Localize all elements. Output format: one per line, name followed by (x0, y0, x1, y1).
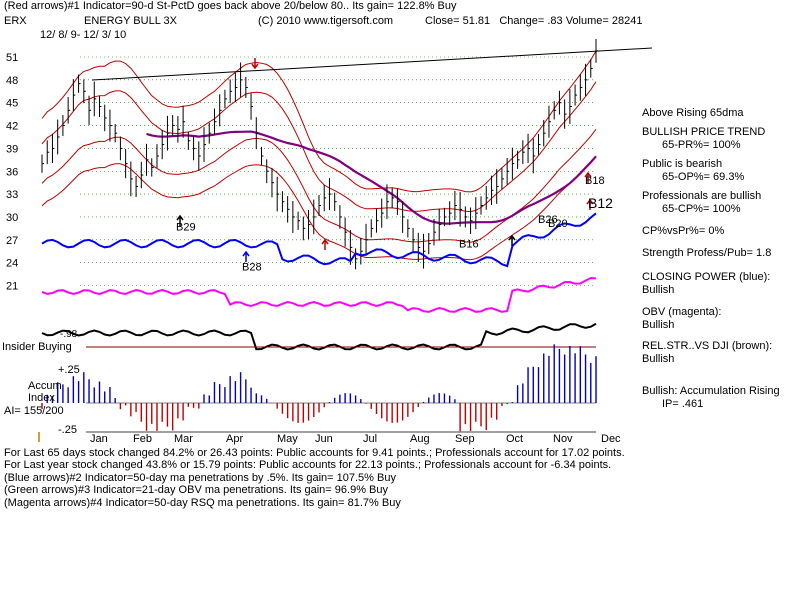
closing-power-title: CLOSING POWER (blue): (642, 271, 771, 283)
volume-label: Volume= (565, 15, 609, 27)
y-tick-label: 36 (6, 166, 18, 178)
op-value: 65-OP%= 69.3% (662, 171, 745, 183)
change-value: .83 (547, 15, 563, 27)
relstr-title: REL.STR..VS DJI (brown): (642, 340, 773, 352)
y-tick-label: 39 (6, 143, 18, 155)
trend-title: BULLISH PRICE TREND (642, 126, 766, 138)
index-label: Index (28, 392, 55, 404)
signal-b28: B28 (242, 261, 262, 273)
x-tick-label: Oct (506, 433, 523, 445)
accumulation-histogram (41, 344, 597, 432)
summary-last-year: For Last year stock changed 43.8% or 15.… (4, 459, 612, 472)
red-up-arrow (321, 238, 329, 250)
x-tick-label: Dec (601, 433, 621, 445)
ai-label: AI= 155/200 (4, 405, 64, 417)
lower-band-outer (41, 156, 597, 261)
indicator-4-text: (Magenta arrows)#4 Indicator=50-day RSQ … (4, 496, 401, 509)
close-label: Close= (425, 15, 460, 27)
above-ma-text: Above Rising 65dma (642, 107, 744, 119)
volume-value: 28241 (611, 15, 643, 27)
trading-bands (41, 50, 597, 261)
obv-title: OBV (magenta): (642, 306, 722, 318)
signal-b12: B12 (588, 195, 613, 211)
pr-value: 65-PR%= 100% (662, 139, 741, 151)
y-tick-label: 51 (6, 52, 18, 64)
y-tick-label: 33 (6, 189, 18, 201)
summary-65-days: For Last 65 days stock changed 84.2% or … (4, 447, 625, 459)
x-tick-label: Jan (90, 433, 108, 445)
lower-band-inner (41, 128, 597, 243)
y-tick-label: 42 (6, 121, 18, 133)
relstr-value: Bullish (642, 353, 675, 365)
y-tick-label: 27 (6, 235, 18, 247)
red-down-arrow (251, 58, 259, 70)
change-label: Change= (499, 15, 545, 27)
date-range: 12/ 8/ 9- 12/ 3/ 10 (40, 29, 127, 41)
y-tick-label: 45 (6, 98, 18, 110)
accum-minus-label: -.25 (58, 424, 77, 436)
y-tick-label: 48 (6, 75, 18, 87)
signal-b26: B26 (538, 214, 558, 226)
obv-line (41, 276, 597, 313)
b28-arrow (242, 250, 250, 262)
y-tick-label: 21 (6, 281, 18, 293)
accum-rising-text: Bullish: Accumulation Rising (642, 385, 780, 397)
x-tick-label: May (277, 433, 298, 445)
cp-value: 65-CP%= 100% (662, 203, 741, 215)
x-tick-label: Nov (553, 433, 573, 445)
x-tick-label: Feb (133, 433, 152, 445)
public-title: Public is bearish (642, 158, 723, 170)
resistance-trendline (91, 47, 653, 81)
upper-band-outer (41, 50, 597, 193)
x-tick-label: Jul (363, 433, 377, 445)
insider-buying-label: Insider Buying (2, 341, 72, 353)
accum-label: Accum (28, 380, 62, 392)
obv-value: Bullish (642, 319, 675, 331)
ip-value: IP= .461 (662, 398, 704, 410)
closing-power-line (41, 212, 597, 268)
moving-average-65 (146, 130, 597, 225)
signal-b29: B29 (176, 222, 196, 234)
relstr-tag: -.98 (60, 329, 78, 340)
b18-arrow (584, 171, 592, 183)
signal-b16: B16 (459, 238, 479, 250)
security-name: ENERGY BULL 3X (84, 15, 177, 27)
indicator-lines (41, 47, 653, 351)
relstr-line (41, 322, 597, 351)
price-bars (41, 38, 598, 270)
copyright-text: (C) 2010 www.tigersoft.com (258, 15, 394, 27)
y-tick-label: 30 (6, 212, 18, 224)
signal-arrows (176, 58, 594, 262)
b12-arrow (586, 198, 594, 210)
close-value: 51.81 (462, 15, 491, 27)
x-tick-label: Mar (174, 433, 193, 445)
professionals-title: Professionals are bullish (642, 190, 762, 202)
x-tick-label: Sep (455, 433, 475, 445)
summary-text: For Last 65 days stock changed 84.2% or … (4, 447, 625, 509)
y-tick-label: 24 (6, 258, 18, 270)
ticker-symbol: ERX (4, 15, 27, 27)
side-panel: Above Rising 65dma BULLISH PRICE TREND 6… (642, 107, 780, 411)
y-axis-labels: 21 24 27 30 33 36 39 42 45 48 51 (6, 52, 18, 293)
x-tick-label: Apr (226, 433, 243, 445)
signal-b20: B20 (548, 218, 568, 230)
x-tick-label: Aug (410, 433, 430, 445)
b29-arrow (176, 214, 184, 226)
closing-power-value: Bullish (642, 284, 675, 296)
x-tick-label: Jun (315, 433, 333, 445)
indicator-3-text: (Green arrows)#3 Indicator=21-day OBV ma… (4, 484, 388, 497)
upper-band-inner (41, 81, 597, 213)
close-readout: Close= 51.81 Change= .83 Volume= 28241 (425, 15, 642, 27)
strength-ratio: Strength Profess/Pub= 1.8 (642, 247, 772, 259)
indicator-1-header: (Red arrows)#1 Indicator=90-d St-PctD go… (4, 0, 457, 12)
x-axis: Jan Feb Mar Apr May Jun Jul Aug Sep Oct Nov Dec (38, 431, 621, 445)
signal-b18: B18 (585, 175, 605, 187)
indicator-2-text: (Blue arrows)#2 Indicator=50-day ma pene… (4, 471, 396, 484)
accum-plus-label: +.25 (58, 364, 80, 376)
b16-arrow (508, 234, 516, 246)
cp-vs-pr: CP%vsPr%= 0% (642, 225, 725, 237)
